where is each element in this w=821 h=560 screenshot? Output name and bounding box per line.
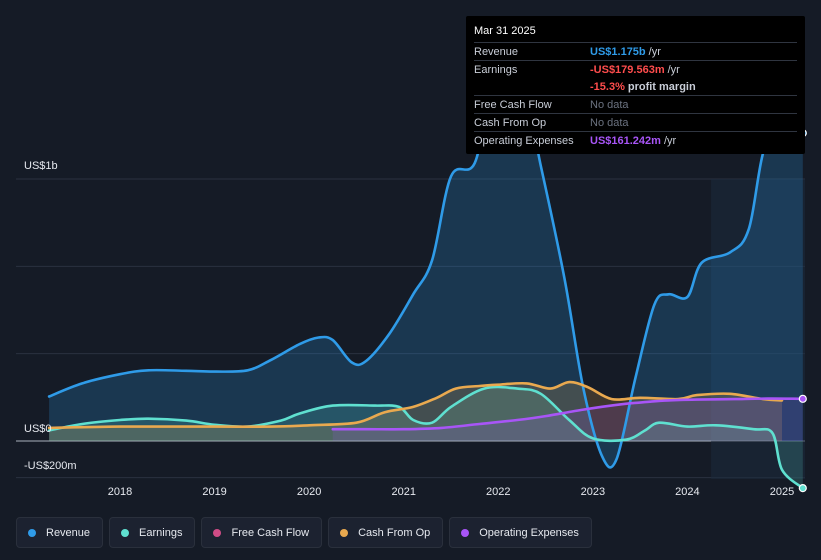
y-zero-label: US$0 <box>24 423 52 435</box>
tooltip-row-revenue: Revenue US$1.175b /yr <box>474 42 797 60</box>
legend-cash-from-op[interactable]: Cash From Op <box>328 517 444 548</box>
legend-earnings-dot-icon <box>121 528 130 537</box>
series-lines <box>47 74 805 490</box>
x-tick-2018: 2018 <box>108 486 132 498</box>
legend-earnings[interactable]: Earnings <box>109 517 196 548</box>
grid <box>16 178 805 479</box>
legend-free-cash-flow[interactable]: Free Cash Flow <box>201 517 323 548</box>
x-tick-2023: 2023 <box>581 486 605 498</box>
legend-cfo-dot-icon <box>340 528 349 537</box>
legend-revenue-label: Revenue <box>46 526 91 539</box>
tooltip-fcf-label: Free Cash Flow <box>474 98 552 111</box>
legend-fcf-dot-icon <box>213 528 222 537</box>
y-top-label: US$1b <box>24 160 58 172</box>
x-axis-ticks: 2018 2019 2020 2021 2022 2023 2024 2025 <box>108 486 794 498</box>
x-tick-2019: 2019 <box>202 486 226 498</box>
legend-cfo-label: Cash From Op <box>358 526 431 539</box>
x-tick-2022: 2022 <box>486 486 510 498</box>
tooltip-revenue-value: US$1.175b <box>590 45 646 58</box>
tooltip-revenue-unit: /yr <box>648 45 661 58</box>
tooltip-earnings-unit: /yr <box>667 63 680 76</box>
legend-revenue[interactable]: Revenue <box>16 517 104 548</box>
operating-expenses-endpoint <box>798 394 807 403</box>
operating-expenses-line <box>331 397 805 431</box>
tooltip-margin-value: -15.3% <box>590 80 625 93</box>
legend-revenue-dot-icon <box>28 528 36 537</box>
legend: Revenue Earnings Free Cash Flow Cash Fro… <box>16 517 592 548</box>
legend-opex-dot-icon <box>461 528 470 537</box>
tooltip-cfo-value: No data <box>590 116 629 129</box>
tooltip-date: Mar 31 2025 <box>474 25 536 37</box>
legend-earnings-label: Earnings <box>139 526 183 539</box>
tooltip-earnings-label: Earnings <box>474 63 518 76</box>
tooltip-row-cfo: Cash From Op No data <box>474 113 797 131</box>
revenue-line <box>47 74 805 469</box>
earnings-line <box>47 385 805 490</box>
tooltip-revenue-label: Revenue <box>474 45 519 58</box>
tooltip-earnings-value: -US$179.563m <box>590 63 665 76</box>
earnings-area <box>49 386 803 489</box>
revenue-area <box>49 76 803 468</box>
tooltip-row-opex: Operating Expenses US$161.242m /yr <box>474 131 797 149</box>
x-tick-2021: 2021 <box>391 486 415 498</box>
tooltip-opex-value: US$161.242m <box>590 134 661 147</box>
legend-operating-expenses[interactable]: Operating Expenses <box>449 517 592 548</box>
tooltip-cfo-label: Cash From Op <box>474 116 547 129</box>
tooltip-row-margin: -15.3% profit margin <box>474 78 797 95</box>
tooltip-fcf-value: No data <box>590 98 629 111</box>
legend-opex-label: Operating Expenses <box>479 526 579 539</box>
tooltip-row-fcf: Free Cash Flow No data <box>474 95 797 113</box>
x-tick-2020: 2020 <box>297 486 321 498</box>
legend-fcf-label: Free Cash Flow <box>231 526 310 539</box>
cash-from-op-area <box>49 382 783 441</box>
tooltip-margin-unit: profit margin <box>627 80 696 93</box>
tooltip-opex-label: Operating Expenses <box>474 134 574 147</box>
tooltip-opex-unit: /yr <box>663 134 677 147</box>
tooltip: Mar 31 2025 Revenue US$1.175b /yr Earnin… <box>466 16 805 154</box>
series-areas <box>49 76 803 489</box>
earnings-endpoint <box>798 484 807 493</box>
x-tick-2025: 2025 <box>770 486 794 498</box>
tooltip-row-earnings: Earnings -US$179.563m /yr <box>474 60 797 78</box>
y-bottom-label: -US$200m <box>24 460 77 472</box>
x-tick-2024: 2024 <box>675 486 699 498</box>
cash-from-op-line <box>47 380 784 430</box>
